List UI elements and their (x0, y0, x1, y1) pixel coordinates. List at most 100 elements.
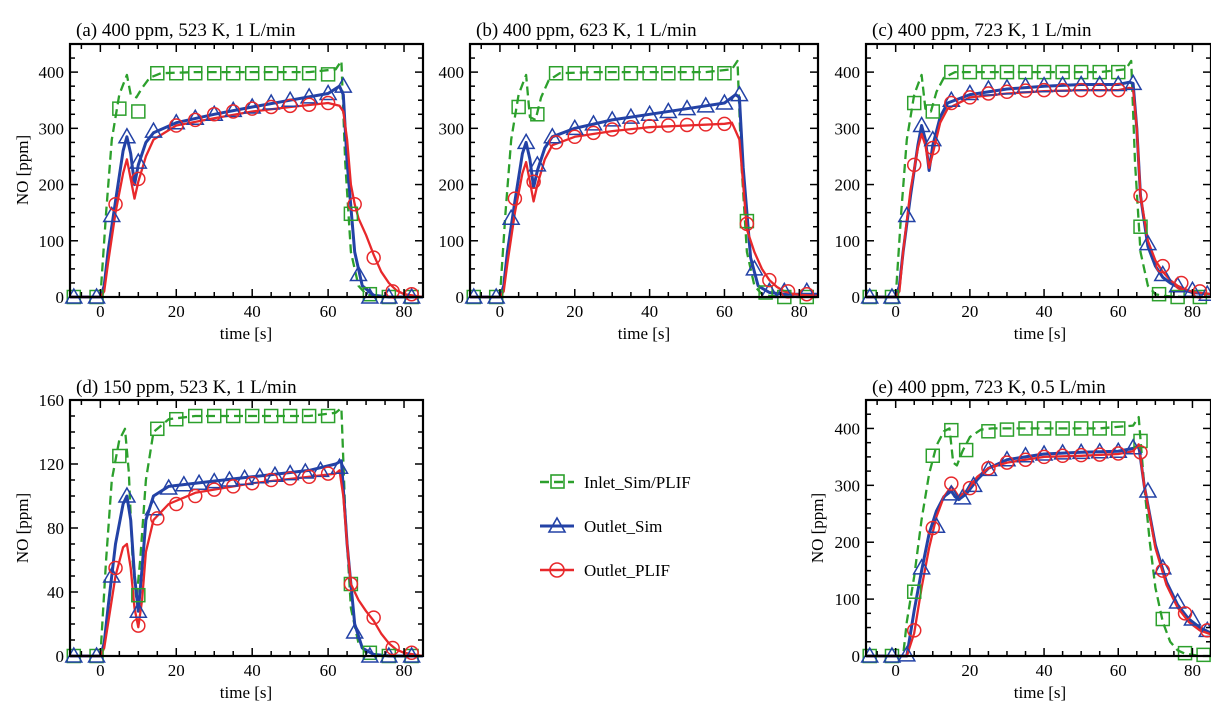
panel-e-outlet_sim-marker (1168, 592, 1187, 609)
panel-d-inlet-marker (169, 411, 184, 427)
panel-d-outlet_plif-marker (366, 610, 381, 625)
panel-e-outlet_plif-marker (1018, 452, 1033, 467)
panel-e-xlabel: time [s] (1014, 683, 1066, 702)
panel-e-inlet-marker (1111, 421, 1126, 436)
panel-d-outlet_sim-marker (345, 622, 364, 639)
panel-a-outlet_plif-marker (301, 97, 317, 112)
panel-a-outlet_sim-marker (299, 87, 319, 104)
panel-a-outlet_sim-marker (223, 100, 243, 118)
panel-a-inlet-marker (263, 65, 279, 81)
panel-c-title: (c) 400 ppm, 723 K, 1 L/min (872, 20, 1092, 41)
panel-a-outlet_plif-marker (404, 286, 419, 302)
panel-d-inlet-marker (301, 408, 317, 424)
panel-d-outlet_sim-marker (189, 473, 209, 490)
panel-d-outlet_sim-marker (311, 460, 330, 478)
panel-c-outlet_sim-marker (1168, 276, 1187, 293)
panel-c-outlet_plif-marker (1036, 82, 1052, 98)
panel-e-outlet_plif-line (866, 443, 1211, 658)
legend-item-outlet-plif: Outlet_PLIF (540, 561, 670, 580)
panel-a-outlet_sim-marker (349, 264, 368, 282)
panel-c-outlet_plif-marker (981, 86, 996, 101)
panel-b-outlet_sim-marker (621, 107, 641, 124)
panel-d-inlet-marker (282, 408, 298, 424)
panel-c-outlet_sim-marker (1197, 284, 1211, 301)
panel-c-inlet-marker (1055, 64, 1070, 80)
panel-a-outlet_sim-line (70, 84, 423, 299)
panel-c-outlet_plif-marker (944, 95, 959, 111)
panel-c-outlet_sim-marker (1123, 73, 1143, 91)
panel-a-inlet-marker (169, 65, 184, 81)
panel-a-outlet_plif-marker (244, 101, 260, 116)
panel-c-inlet-marker (981, 64, 996, 80)
panel-c-outlet_sim-marker (942, 90, 961, 107)
panel-e-outlet_sim-marker (1153, 558, 1173, 575)
panel-d-inlet-marker (362, 645, 378, 661)
panel-b-ytick-label: 200 (439, 176, 465, 195)
panel-c-outlet_plif-marker (1055, 82, 1070, 98)
panel-c-outlet_plif-marker (1073, 82, 1089, 98)
legend-outlet-plif-marker (549, 562, 565, 578)
panel-a-outlet_plif-marker (320, 95, 336, 111)
panel-b-outlet_plif-marker (661, 118, 676, 133)
legend-inlet-label: Inlet_Sim/PLIF (584, 473, 691, 492)
panel-b-title: (b) 400 ppm, 623 K, 1 L/min (476, 20, 697, 41)
panel-e-ytick-label: 100 (835, 590, 861, 609)
panel-b-inlet-marker (717, 65, 732, 81)
panel-a-outlet_plif-marker (366, 250, 381, 265)
panel-d-inlet-marker (225, 408, 241, 424)
panel-c-outlet_sim-marker (1016, 76, 1035, 93)
panel-c-inlet-marker (925, 104, 941, 119)
panel-a-outlet_sim-marker (144, 121, 163, 138)
panel-b-outlet_sim-marker (516, 132, 536, 150)
panel-d-outlet_plif-marker (263, 472, 279, 488)
panel-d-outlet_plif-marker (188, 488, 203, 504)
panel-b-outlet_plif-marker (507, 191, 523, 206)
panel-b-xlabel: time [s] (618, 324, 670, 343)
panel-a-inlet-marker (282, 65, 298, 81)
panel-a-outlet_plif-marker (169, 118, 184, 133)
panel-a-inlet-marker (225, 65, 241, 81)
panel-e-inlet-marker (1036, 421, 1052, 436)
legend: Inlet_Sim/PLIF Outlet_Sim Outlet_PLIF (540, 473, 691, 580)
panel-b-outlet_plif-marker (642, 118, 657, 134)
panel-c-xtick-label: 60 (1110, 302, 1127, 321)
panel-d-outlet_sim-marker (144, 499, 163, 516)
panel-e-inlet-marker (925, 448, 941, 464)
panel-e-outlet_sim-marker (897, 645, 917, 662)
panel-a-ytick-label: 0 (56, 288, 65, 307)
panel-c-outlet_plif-marker (906, 157, 922, 173)
panel-b-outlet_sim-marker (745, 259, 764, 276)
panel-a-outlet_plif-marker (282, 98, 298, 114)
panel-b-outlet_sim-marker (677, 99, 697, 116)
panel-d-outlet_plif-marker (320, 466, 336, 481)
panel-c-ytick-label: 200 (835, 176, 861, 195)
panel-d-inlet-marker (206, 408, 222, 424)
panel-b-ytick-label: 300 (439, 119, 465, 138)
panel-d-inlet-marker (320, 408, 336, 424)
panel-a-inlet-marker (244, 65, 260, 81)
panel-c-inlet-marker (906, 95, 922, 111)
panel-e-inlet-marker (906, 584, 922, 599)
panel-d-outlet_sim-line (70, 459, 423, 658)
panel-d-title: (d) 150 ppm, 523 K, 1 L/min (76, 377, 297, 398)
panel-b-outlet_sim-marker (696, 96, 716, 113)
legend-outlet-plif-label: Outlet_PLIF (584, 561, 670, 580)
panel-e-xtick-label: 20 (961, 661, 978, 680)
panel-c-outlet_plif-marker (1092, 82, 1107, 98)
panel-b-ytick-label: 0 (456, 288, 465, 307)
panel-a-outlet_plif-marker (347, 196, 362, 212)
panel-e-outlet_sim-marker (964, 475, 983, 493)
panel-e-outlet_plif-marker (1055, 448, 1070, 464)
panel-a-outlet_sim-marker (333, 76, 353, 93)
panel-d-outlet_sim-marker (220, 470, 239, 487)
panel-b-outlet_plif-marker (526, 174, 541, 189)
panel-c-outlet_sim-marker (997, 78, 1017, 95)
panel-b-outlet_plif-marker (698, 117, 713, 132)
panel-d-ytick-label: 80 (47, 519, 64, 538)
panel-a-outlet_plif-marker (263, 99, 279, 115)
panel-e-outlet_plif-marker (944, 476, 959, 491)
panel-c-outlet_plif-marker (1155, 258, 1171, 274)
panel-e: (e) 400 ppm, 723 K, 0.5 L/min NO [ppm] t… (808, 377, 1211, 702)
panel-b-inlet-marker (511, 99, 526, 115)
panel-e-outlet_sim-marker (1071, 442, 1091, 460)
